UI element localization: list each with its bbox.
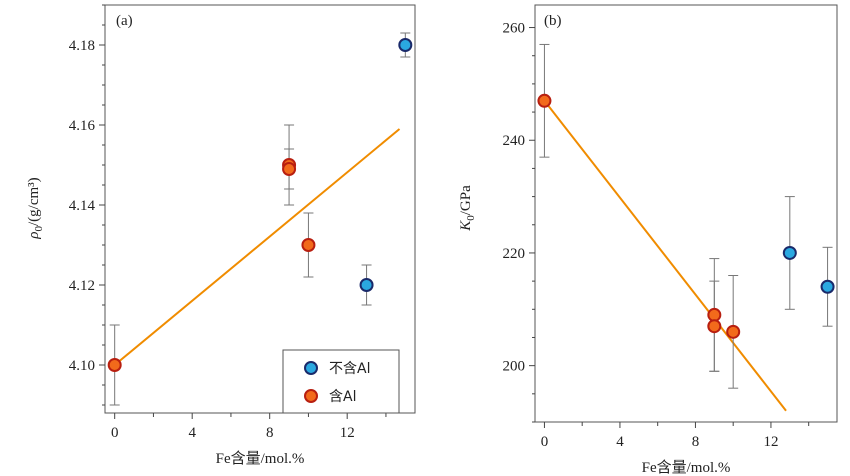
data-point [398,38,413,52]
chart-panel-b: 0 4 8 12 200 220 240 260 Fe含量/mol.% K0/GPa (b) [458,4,838,476]
data-point [107,358,122,372]
x-axis-title: Fe含量/mol.% [642,459,731,476]
x-tick-label: 4 [616,434,624,450]
x-tick-label: 12 [340,425,355,441]
data-point [820,279,835,294]
data-point [359,278,374,292]
y-tick-label: 240 [503,133,526,149]
x-tick-label: 8 [266,425,274,441]
y-tick-label: 4.10 [69,358,95,374]
data-point [301,238,316,252]
x-tick-label: 4 [188,425,196,441]
y-tick-label: 4.14 [69,198,96,214]
panel-label: (a) [116,13,133,29]
panel-label: (b) [544,13,562,29]
legend-label: 含Al [329,389,356,405]
data-point [537,93,552,108]
data-point [707,319,722,334]
x-tick-label: 0 [541,434,549,450]
data-point [707,307,722,322]
y-tick-label: 220 [503,246,526,262]
data-point [782,245,797,260]
chart-panel-a: 0 4 8 12 4.10 4.12 4.14 4.16 4.18 Fe含量/mol.% ρ0/(g… [26,4,416,467]
legend-marker [304,389,318,403]
y-tick-label: 4.16 [69,118,96,134]
x-tick-label: 8 [692,434,700,450]
fit-line [114,128,401,366]
data-point [726,324,741,339]
x-axis-title: Fe含量/mol.% [216,450,305,467]
fit-line [543,100,787,412]
y-tick-label: 4.12 [69,278,95,294]
y-tick-label: 4.18 [69,38,95,54]
plot-frame [534,4,838,423]
legend-box [282,349,400,414]
y-axis-title: ρ0/(g/cm³) [26,177,45,239]
data-point [282,162,297,176]
x-tick-label: 12 [763,434,778,450]
y-tick-label: 200 [503,359,526,375]
y-axis-title: K0/GPa [458,185,477,232]
x-tick-label: 0 [111,425,119,441]
y-tick-label: 260 [503,21,526,37]
plot-frame [104,4,416,414]
legend-marker [304,361,318,375]
legend-label: 不含Al [329,361,370,377]
